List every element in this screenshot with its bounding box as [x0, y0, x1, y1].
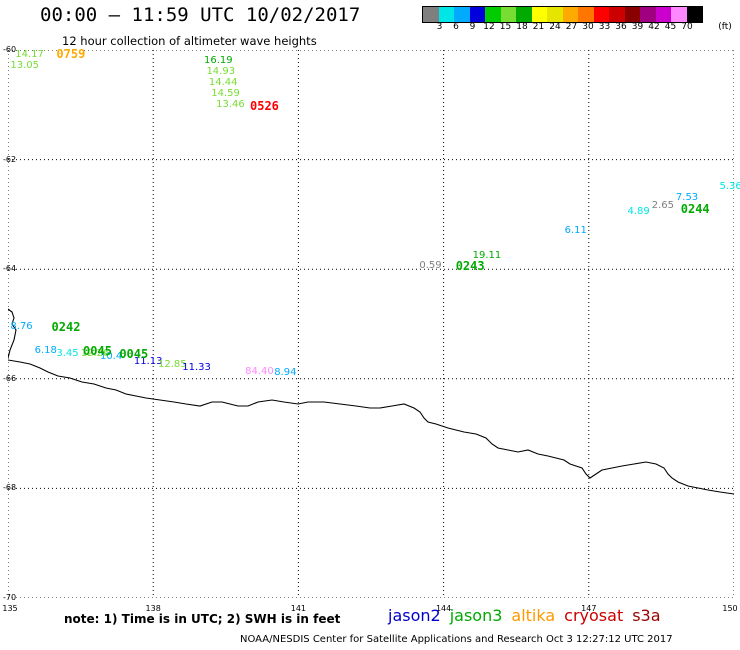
colorbar-swatch: [562, 7, 578, 22]
map-plot-area: [8, 50, 734, 598]
colorbar-label: 30: [582, 22, 594, 32]
wave-height-observation: 7.53: [675, 191, 699, 203]
colorbar-swatch: [624, 7, 640, 22]
colorbar-swatch: [547, 7, 563, 22]
wave-height-observation: 84.40: [245, 366, 274, 378]
wave-height-observation: 13.46: [216, 98, 245, 110]
wave-height-observation: 14.59: [211, 87, 240, 99]
wave-height-observation: 14.93: [206, 65, 236, 77]
colorbar-label: 15: [499, 22, 512, 32]
colorbar-label: 39: [631, 22, 644, 32]
pass-time-label: 0242: [51, 319, 81, 334]
colorbar-label: 9: [469, 22, 476, 32]
wave-height-observation: 2.65: [651, 200, 674, 212]
coastline-fragment-west: [8, 308, 17, 359]
colorbar-label: 21: [532, 22, 545, 32]
latitude-tick-label: -66: [3, 373, 17, 383]
colorbar-label: 18: [516, 22, 528, 32]
pass-time-label: 0045: [119, 347, 149, 362]
pass-time-label: 0526: [250, 98, 279, 113]
satellite-legend-s3a: s3a: [632, 606, 661, 625]
colorbar-swatch: [438, 7, 454, 22]
colorbar-label: 36: [615, 22, 627, 32]
colorbar-swatch: [640, 7, 656, 22]
satellite-legend-cryosat: cryosat: [564, 606, 624, 625]
wave-height-observation: 13.05: [10, 60, 40, 72]
colorbar-swatch: [686, 7, 702, 22]
wave-height-observation: 11.33: [182, 361, 211, 373]
latitude-tick-label: -70: [3, 593, 17, 602]
colorbar-unit: (ft): [718, 22, 732, 32]
colorbar-swatch: [516, 7, 532, 22]
latitude-tick-label: -68: [3, 483, 17, 493]
colorbar-swatch: [500, 7, 516, 22]
wave-height-observation: 12.26: [80, 348, 110, 360]
satellite-legend-jason2: jason2: [388, 606, 441, 625]
pass-time-label: 0243: [455, 259, 485, 274]
colorbar-swatch: [609, 7, 625, 22]
satellite-legend: jason2 jason3 altika cryosat s3a: [388, 606, 670, 625]
wave-height-observation: 8.94: [274, 367, 297, 379]
wave-height-observation: 12.85: [158, 359, 187, 371]
wave-height-observation: 6.18: [34, 345, 57, 357]
wave-height-observation: 6.11: [564, 224, 587, 236]
longitude-tick-label: 144: [435, 604, 452, 613]
wave-height-observation: 4.89: [627, 205, 650, 217]
colorbar-label: 70: [681, 22, 693, 32]
colorbar-label: 24: [549, 22, 561, 32]
latitude-tick-label: -64: [3, 264, 17, 274]
gridlines: [8, 50, 734, 598]
satellite-legend-altika: altika: [511, 606, 556, 625]
satellite-legend-jason3: jason3: [449, 606, 503, 625]
colorbar-swatch: [531, 7, 547, 22]
footnote: note: 1) Time is in UTC; 2) SWH is in fe…: [64, 612, 341, 626]
colorbar-swatch: [655, 7, 671, 22]
wave-height-observation: 16.19: [204, 54, 233, 66]
longitude-tick-label: 150: [722, 604, 738, 613]
wave-height-observation: 19.11: [472, 249, 502, 261]
colorbar-swatch: [454, 7, 470, 22]
pass-time-label: 0244: [680, 201, 710, 216]
colorbar-swatch: [593, 7, 609, 22]
longitude-tick-label: 147: [581, 604, 597, 613]
longitude-tick-label: 138: [145, 604, 161, 613]
latitude-tick-label: -60: [3, 45, 17, 54]
wave-height-observation: 10.4: [99, 350, 123, 362]
colorbar-swatch: [469, 7, 485, 22]
colorbar-swatch: [423, 7, 439, 22]
longitude-tick-label: 141: [290, 604, 307, 613]
wave-height-observation: 14.17: [15, 49, 44, 61]
credit-line: NOAA/NESDIS Center for Satellite Applica…: [240, 634, 673, 645]
antarctic-coastline: [8, 359, 734, 495]
colorbar-swatch: [671, 7, 687, 22]
longitude-tick-label: 135: [2, 604, 18, 613]
wave-height-colorbar: [422, 6, 703, 23]
latitude-tick-label: -62: [3, 154, 17, 164]
wave-height-observation: 14.44: [208, 76, 238, 88]
pass-time-label: 0759: [56, 47, 86, 62]
colorbar-label: 45: [664, 22, 677, 32]
colorbar-label: 6: [453, 22, 459, 32]
wave-height-observation: 11.13: [133, 356, 163, 368]
map-title: 00:00 – 11:59 UTC 10/02/2017: [40, 4, 361, 26]
colorbar-label: 33: [598, 22, 611, 32]
wave-height-observation: 3.45: [56, 348, 79, 360]
wave-height-observation: 5.36: [719, 181, 740, 192]
colorbar-swatch: [485, 7, 501, 22]
map-subtitle: 12 hour collection of altimeter wave hei…: [62, 34, 317, 48]
colorbar-label: 27: [565, 22, 578, 32]
colorbar-label: 12: [483, 22, 495, 32]
colorbar-swatch: [578, 7, 594, 22]
wave-height-observation: 0.59: [419, 260, 442, 272]
colorbar-label: 3: [436, 22, 443, 32]
wave-height-observation: 8.76: [10, 320, 33, 332]
colorbar-label: 42: [648, 22, 660, 32]
pass-time-label: 0045: [83, 344, 112, 359]
